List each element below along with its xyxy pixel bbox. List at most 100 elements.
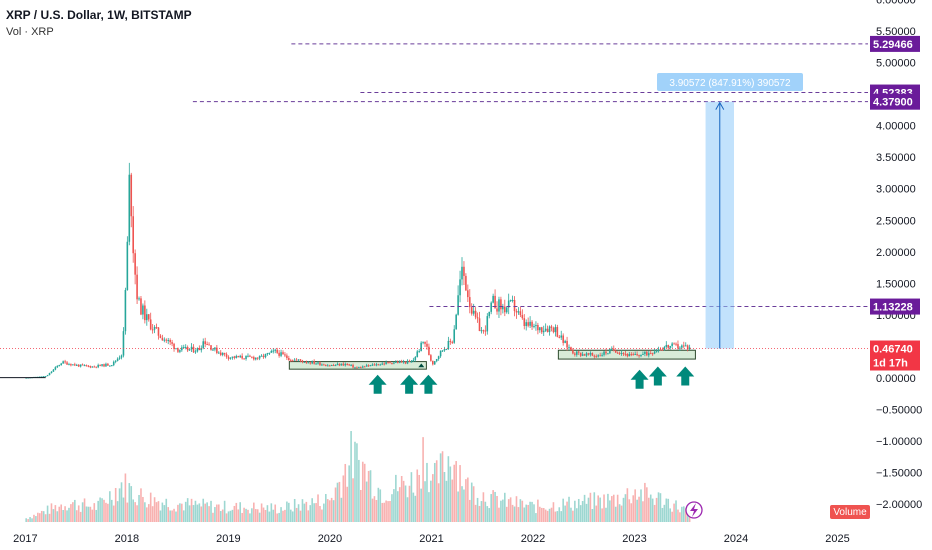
volume-bar	[611, 496, 613, 522]
volume-bar	[517, 507, 520, 522]
candle-body	[272, 350, 275, 352]
candle-body	[657, 349, 660, 352]
candle-body	[184, 347, 187, 349]
candle-body	[511, 299, 514, 301]
candle-body	[679, 347, 681, 349]
consolidation-zone[interactable]	[288, 361, 427, 370]
volume-bar	[387, 501, 389, 522]
volume-bar	[219, 511, 222, 522]
candle-body	[309, 362, 312, 364]
volume-bar	[396, 491, 399, 522]
candle-body	[231, 356, 234, 358]
volume-badge[interactable]	[830, 505, 870, 519]
up-arrow-icon	[419, 374, 438, 394]
candle-body	[299, 359, 302, 361]
volume-bar	[159, 510, 162, 522]
volume-bar	[630, 503, 633, 522]
volume-bar	[46, 505, 49, 522]
volume-bar	[50, 503, 53, 522]
volume-bar	[416, 469, 419, 522]
volume-bar	[379, 489, 382, 522]
candle-body	[122, 331, 125, 356]
volume-bar	[361, 461, 364, 522]
volume-bar	[383, 502, 385, 522]
volume-bar	[107, 503, 109, 522]
candle-body	[393, 362, 395, 364]
price-level-value: 4.37900	[873, 97, 913, 109]
volume-bar	[642, 501, 644, 522]
volume-indicator-label[interactable]: Vol · XRP	[6, 26, 54, 38]
volume-bar	[278, 512, 280, 522]
candle-body	[548, 326, 551, 333]
volume-bar	[496, 495, 498, 522]
candle-body	[490, 302, 492, 312]
volume-bar	[243, 507, 245, 522]
candle-body	[216, 347, 218, 354]
candle-body	[404, 361, 407, 364]
volume-bar	[173, 508, 175, 522]
candle-body	[284, 354, 286, 356]
volume-bar	[181, 503, 183, 522]
candle-body	[636, 354, 638, 356]
volume-bar	[77, 505, 80, 522]
candle-body	[274, 349, 277, 351]
volume-bar	[657, 492, 660, 522]
volume-bar	[233, 505, 236, 522]
candle-body	[307, 362, 310, 364]
candle-body	[583, 354, 586, 356]
volume-bar	[75, 510, 78, 522]
volume-bar	[570, 507, 572, 522]
candle-body	[574, 353, 576, 355]
candle-body	[686, 345, 689, 350]
candle-body	[56, 365, 59, 368]
volume-bar	[430, 480, 432, 522]
candle-body	[478, 318, 481, 332]
volume-bar	[344, 463, 347, 522]
candle-body	[227, 356, 230, 359]
volume-bar	[321, 509, 323, 522]
candle-body	[467, 290, 469, 298]
candle-body	[196, 348, 199, 352]
volume-bar	[289, 509, 292, 522]
candle-body	[251, 356, 253, 358]
volume-bar	[124, 473, 127, 522]
candle-body	[667, 344, 670, 348]
volume-bar	[305, 501, 308, 522]
candle-body	[138, 298, 140, 300]
candle-body	[182, 347, 185, 349]
candle-body	[638, 355, 640, 357]
lightning-bolt-icon	[690, 503, 698, 517]
volume-bar	[537, 499, 539, 522]
volume-bar	[391, 494, 393, 522]
volume-bar	[175, 511, 177, 522]
volume-bar	[684, 508, 687, 522]
volume-bar	[683, 506, 685, 522]
candle-body	[470, 307, 473, 314]
volume-bar	[251, 508, 253, 522]
volume-bar	[505, 506, 508, 522]
candle-body	[653, 351, 656, 354]
volume-bar	[449, 466, 452, 522]
volume-bar	[603, 494, 605, 522]
candle-body	[116, 358, 119, 361]
volume-bar	[317, 494, 319, 522]
volume-bar	[614, 506, 617, 522]
volume-bar	[550, 507, 553, 522]
volume-bar	[286, 501, 288, 522]
volume-bar	[247, 509, 249, 522]
volume-bar	[673, 503, 675, 522]
volume-bar	[276, 513, 278, 522]
volume-bar	[188, 505, 191, 522]
candle-body	[239, 355, 241, 358]
candle-body	[426, 343, 428, 347]
volume-bar	[138, 494, 140, 522]
volume-bar	[340, 497, 343, 522]
candle-body	[599, 355, 601, 357]
volume-bar	[326, 499, 329, 522]
volume-bar	[223, 500, 226, 522]
volume-bar	[58, 506, 61, 522]
candle-body	[264, 353, 267, 358]
volume-bar	[511, 504, 514, 522]
volume-bar	[535, 513, 537, 522]
